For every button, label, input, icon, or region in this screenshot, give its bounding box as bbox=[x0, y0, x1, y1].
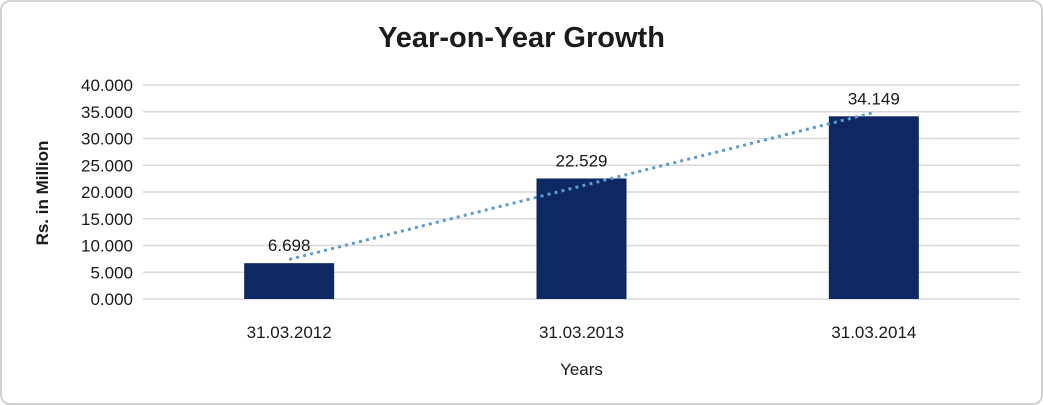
x-tick-label: 31.03.2014 bbox=[831, 323, 916, 342]
y-tick-label: 30.000 bbox=[81, 130, 133, 149]
y-tick-label: 10.000 bbox=[81, 237, 133, 256]
bar-data-label: 22.529 bbox=[556, 151, 608, 170]
bar bbox=[244, 263, 335, 299]
chart-title: Year-on-Year Growth bbox=[378, 22, 665, 54]
y-axis-title: Rs. in Million bbox=[33, 140, 52, 246]
y-tick-label: 25.000 bbox=[81, 156, 133, 175]
x-axis-title: Years bbox=[560, 360, 603, 379]
bar-data-label: 34.149 bbox=[848, 89, 900, 108]
y-tick-label: 0.000 bbox=[90, 290, 133, 309]
y-tick-label: 35.000 bbox=[81, 103, 133, 122]
y-tick-label: 15.000 bbox=[81, 210, 133, 229]
y-tick-label: 40.000 bbox=[81, 76, 133, 95]
y-tick-label: 5.000 bbox=[90, 263, 133, 282]
x-tick-label: 31.03.2012 bbox=[247, 323, 332, 342]
x-tick-label: 31.03.2013 bbox=[539, 323, 624, 342]
bar-data-label: 6.698 bbox=[268, 236, 311, 255]
bar bbox=[828, 116, 919, 299]
y-tick-label: 20.000 bbox=[81, 183, 133, 202]
bar bbox=[536, 178, 627, 299]
